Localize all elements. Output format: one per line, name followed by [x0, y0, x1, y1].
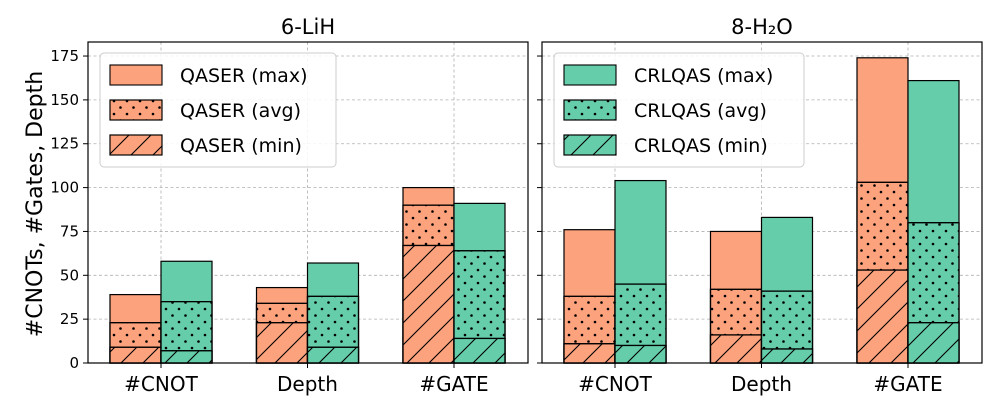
bar-pattern-crlqas-min-3 [907, 322, 960, 364]
legend-swatch-pattern [109, 99, 163, 121]
x-tick-label: #GATE [873, 372, 942, 396]
bar-pattern-qaser-min-3 [402, 244, 455, 364]
bar-pattern-qaser-min-1 [109, 346, 162, 364]
plot-frame [541, 41, 983, 364]
legend-swatch-pattern [563, 134, 617, 156]
bar-pattern-qaser-min-3 [856, 269, 909, 364]
legend-swatch [563, 64, 617, 86]
legend-label: CRLQAS (min) [634, 135, 768, 157]
bar-pattern-crlqas-min-3 [453, 337, 506, 364]
bar-pattern-crlqas-min-1 [614, 344, 667, 364]
y-tick-label: 25 [60, 310, 79, 328]
legend-swatch [109, 64, 163, 86]
x-tick-label: #CNOT [124, 372, 198, 396]
legend-label: QASER (min) [180, 135, 302, 157]
legend-label: CRLQAS (avg) [634, 100, 767, 122]
bar-pattern-qaser-min-2 [255, 322, 309, 364]
y-tick-label: 75 [60, 222, 79, 240]
legend-swatch-pattern [109, 134, 163, 156]
bar-pattern-crlqas-min-2 [306, 346, 360, 364]
x-tick-label: #CNOT [578, 372, 652, 396]
y-axis-label: #CNOTs, #Gates, Depth [23, 71, 48, 337]
x-tick-label: Depth [277, 372, 338, 396]
legend-label: CRLQAS (max) [634, 65, 773, 87]
x-tick-label: Depth [731, 372, 792, 396]
bar-pattern-crlqas-min-2 [760, 348, 814, 364]
plot-frame [87, 41, 529, 364]
y-tick-label: 150 [50, 91, 79, 109]
bar-pattern-qaser-min-1 [563, 343, 616, 364]
x-tick-label: #GATE [419, 372, 488, 396]
legend-label: QASER (max) [180, 65, 307, 87]
y-tick-label: 50 [60, 266, 79, 284]
panel-title: 6-LiH [281, 15, 335, 39]
panel-1: 0 25 50 75 100 125 150 175 #CNOT Depth #GATE 6-LiH Q… [50, 15, 529, 396]
legend-swatch-pattern [563, 99, 617, 121]
bar-pattern-qaser-min-2 [709, 334, 763, 364]
legend-label: QASER (avg) [180, 100, 301, 122]
y-tick-label: 0 [69, 354, 79, 372]
legend: CRLQAS (max) CRLQAS (avg) CRLQAS (min) [553, 52, 805, 168]
y-tick-label: 125 [50, 135, 79, 153]
legend: QASER (max) QASER (avg) QASER (min) [99, 52, 337, 168]
y-tick-label: 175 [50, 47, 79, 65]
panel-title: 8-H₂O [731, 15, 793, 39]
y-tick-label: 100 [50, 179, 79, 197]
bar-pattern-crlqas-min-1 [160, 350, 213, 364]
